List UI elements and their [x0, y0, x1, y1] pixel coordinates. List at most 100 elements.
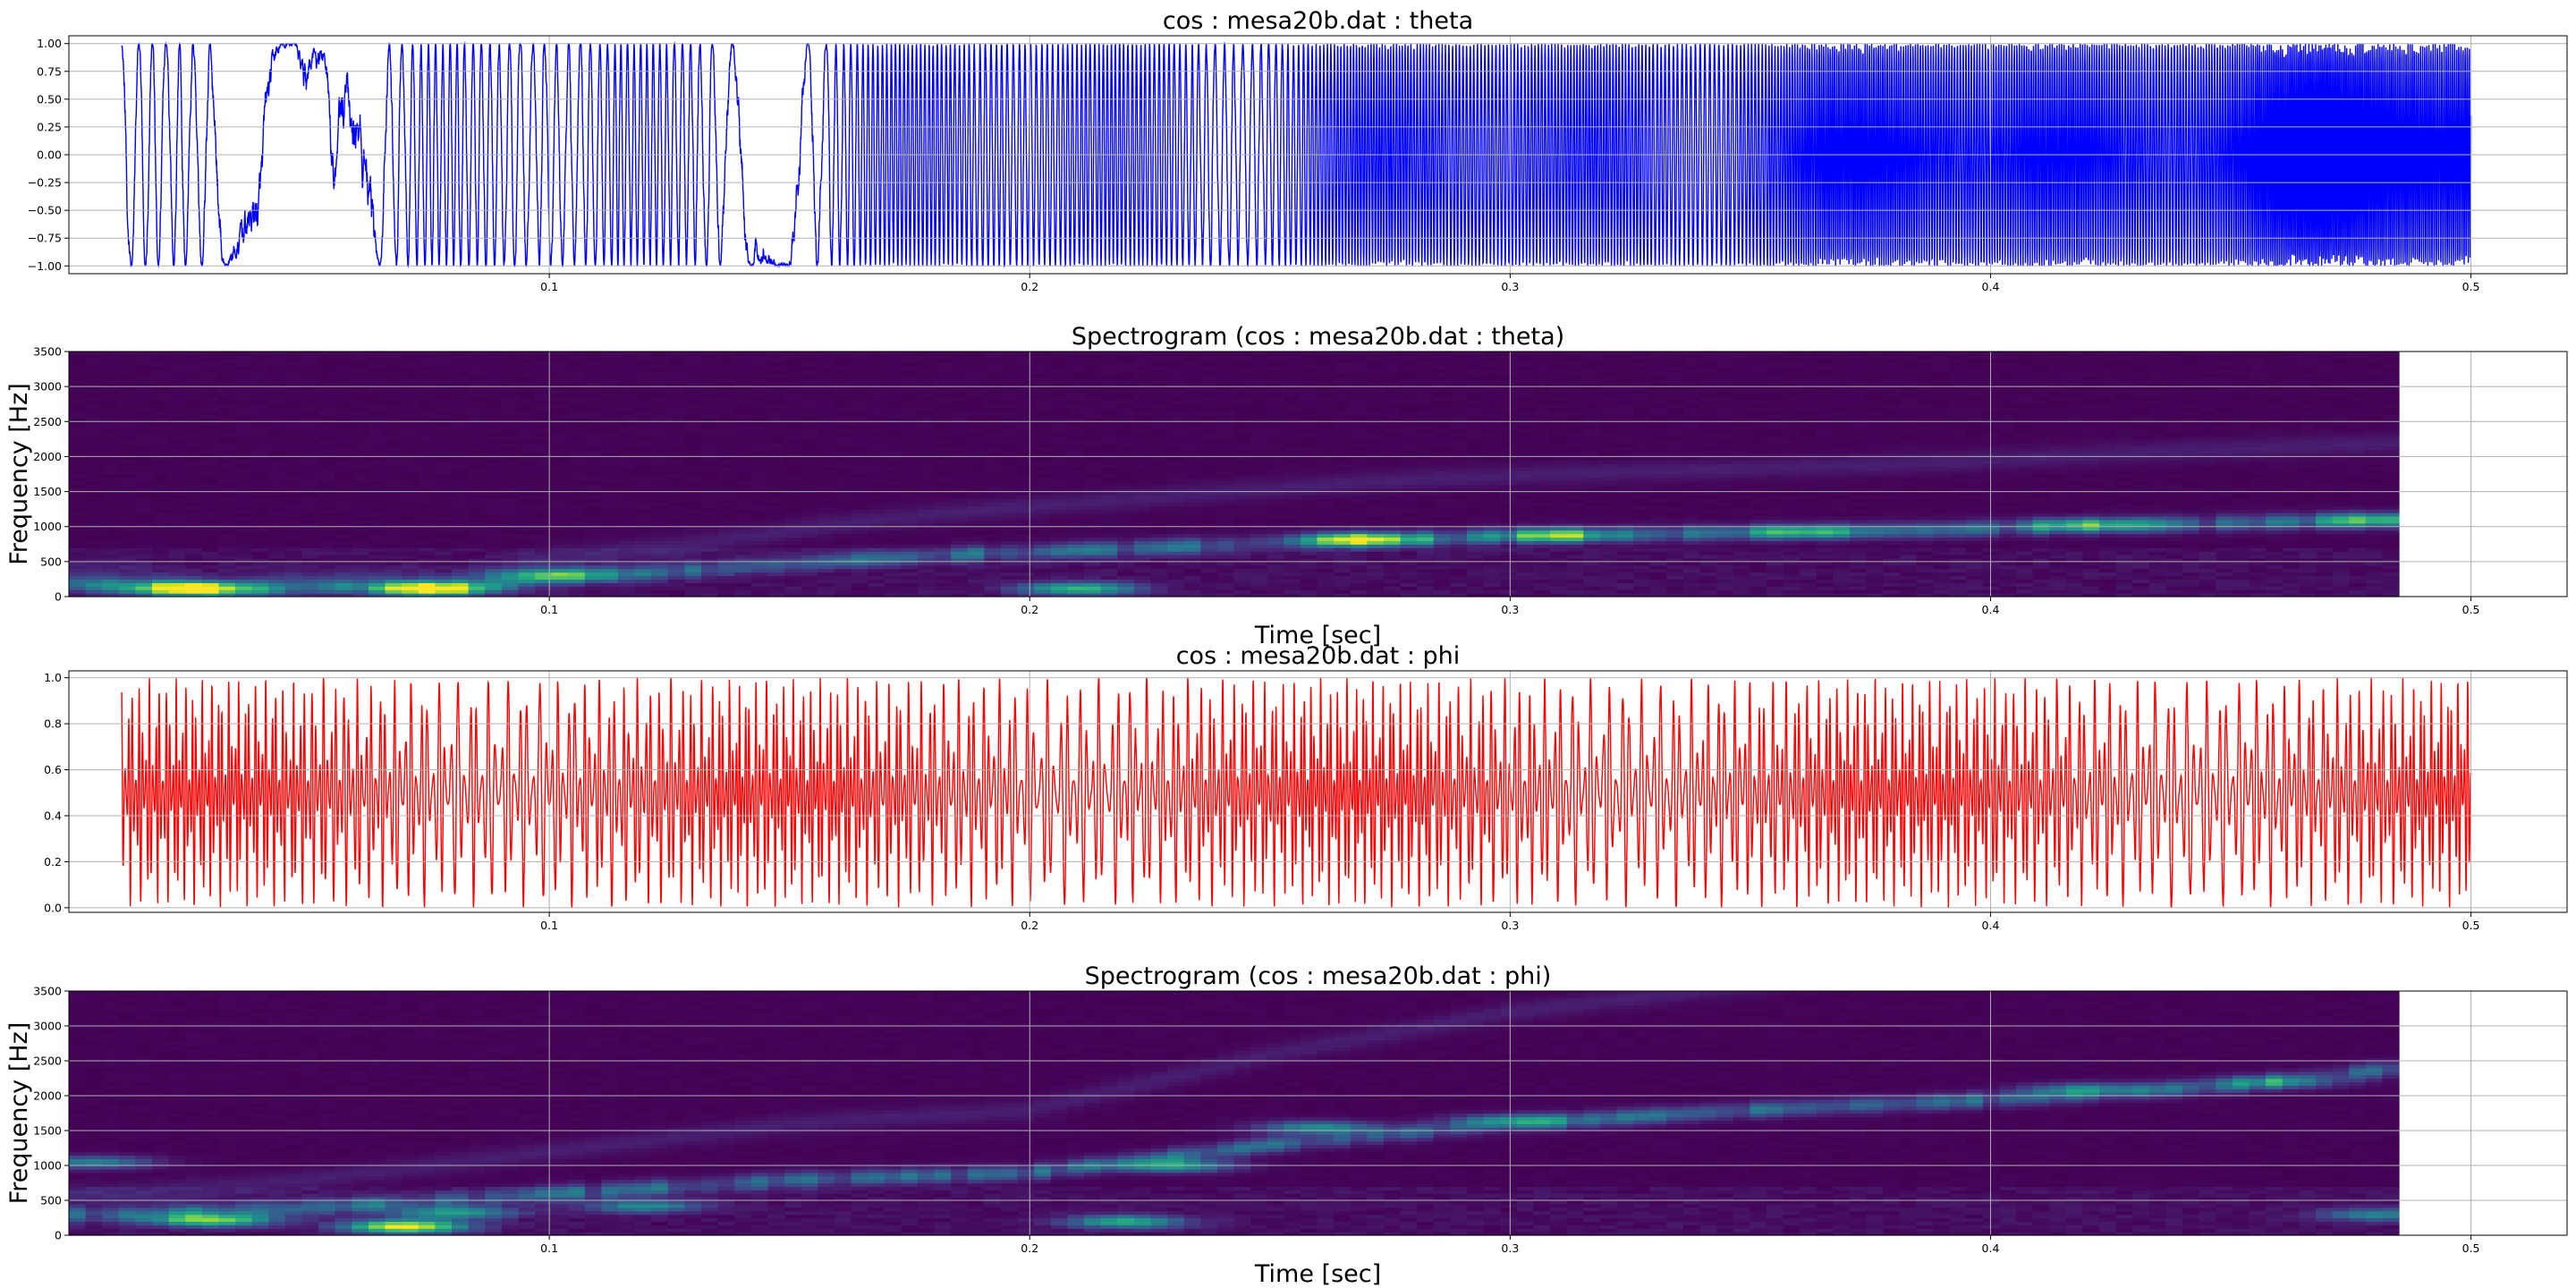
- heatmap-cell: [618, 495, 636, 499]
- heatmap-cell: [1001, 557, 1019, 563]
- heatmap-cell: [535, 467, 553, 471]
- heatmap-cell: [884, 361, 902, 367]
- heatmap-cell: [1001, 376, 1019, 380]
- heatmap-cell: [318, 551, 336, 555]
- heatmap-cell: [318, 449, 336, 454]
- heatmap-cell: [651, 354, 669, 360]
- heatmap-cell: [468, 533, 486, 538]
- heatmap-cell: [1150, 358, 1168, 363]
- heatmap-cell: [402, 361, 419, 367]
- heatmap-cell: [435, 456, 453, 461]
- heatmap-cell: [568, 428, 586, 433]
- heatmap-cell: [734, 530, 752, 535]
- heatmap-cell: [85, 498, 103, 503]
- heatmap-cell: [251, 530, 269, 535]
- heatmap-cell: [684, 428, 702, 433]
- heatmap-cell: [568, 586, 586, 590]
- heatmap-cell: [1050, 480, 1069, 486]
- heatmap-cell: [667, 540, 686, 545]
- heatmap-cell: [1133, 432, 1152, 436]
- heatmap-cell: [435, 386, 453, 391]
- heatmap-cell: [967, 480, 985, 486]
- heatmap-cell: [701, 487, 719, 493]
- heatmap-cell: [1001, 414, 1019, 419]
- heatmap-cell: [385, 421, 402, 426]
- heatmap-cell: [69, 418, 87, 422]
- heatmap-cell: [385, 449, 402, 454]
- heatmap-cell: [501, 557, 519, 563]
- heatmap-cell: [1150, 593, 1168, 597]
- heatmap-cell: [185, 515, 203, 521]
- heatmap-cell: [435, 498, 453, 503]
- heatmap-cell: [901, 396, 919, 402]
- heatmap-cell: [501, 522, 519, 528]
- heatmap-cell: [901, 557, 919, 563]
- heatmap-cell: [784, 544, 802, 548]
- heatmap-cell: [385, 484, 402, 489]
- heatmap-cell: [1183, 425, 1201, 429]
- heatmap-cell: [1133, 582, 1152, 587]
- heatmap-cell: [118, 561, 137, 566]
- heatmap-cell: [901, 484, 919, 489]
- heatmap-cell: [185, 400, 203, 405]
- heatmap-cell: [1183, 369, 1201, 374]
- heatmap-cell: [1233, 477, 1251, 482]
- heatmap-cell: [601, 390, 619, 394]
- heatmap-cell: [451, 407, 470, 412]
- heatmap-cell: [69, 526, 87, 531]
- heatmap-cell: [667, 453, 686, 458]
- heatmap-cell: [984, 544, 1002, 548]
- heatmap-cell: [1017, 438, 1035, 444]
- heatmap-cell: [934, 530, 952, 535]
- heatmap-cell: [435, 533, 453, 538]
- heatmap-cell: [818, 354, 835, 360]
- heatmap-cell: [251, 474, 269, 479]
- heatmap-cell: [268, 449, 286, 454]
- heatmap-cell: [284, 502, 303, 506]
- heatmap-cell: [485, 540, 503, 545]
- heatmap-cell: [468, 456, 486, 461]
- heatmap-cell: [851, 491, 869, 496]
- heatmap-cell: [251, 544, 269, 548]
- heatmap-cell: [85, 530, 103, 535]
- heatmap-cell: [518, 445, 536, 451]
- heatmap-cell: [168, 432, 186, 436]
- heatmap-cell: [218, 509, 236, 513]
- heatmap-cell: [301, 495, 319, 499]
- heatmap-cell: [651, 589, 669, 594]
- heatmap-cell: [201, 547, 220, 552]
- heatmap-cell: [618, 470, 636, 475]
- heatmap-cell: [1017, 463, 1035, 468]
- heatmap-cell: [501, 474, 519, 479]
- heatmap-cell: [235, 369, 253, 374]
- heatmap-cell: [868, 502, 886, 506]
- heatmap-cell: [352, 421, 369, 426]
- heatmap-cell: [917, 421, 936, 426]
- heatmap-cell: [535, 376, 553, 380]
- heatmap-cell: [418, 449, 436, 454]
- heatmap-cell: [851, 557, 869, 563]
- heatmap-cell: [301, 421, 319, 426]
- heatmap-cell: [1050, 376, 1069, 380]
- heatmap-cell: [1117, 513, 1135, 517]
- heatmap-cell: [1084, 582, 1102, 587]
- heatmap-cell: [818, 421, 835, 426]
- heatmap-cell: [1200, 414, 1218, 419]
- heatmap-cell: [667, 564, 686, 570]
- heatmap-cell: [1050, 369, 1069, 374]
- heatmap-cell: [385, 467, 402, 471]
- heatmap-cell: [884, 491, 902, 496]
- heatmap-cell: [1117, 487, 1135, 493]
- heatmap-cell: [301, 526, 319, 531]
- heatmap-cell: [485, 361, 503, 367]
- heatmap-cell: [917, 365, 936, 370]
- heatmap-cell: [152, 438, 170, 444]
- heatmap-cell: [1117, 526, 1135, 531]
- heatmap-cell: [917, 557, 936, 563]
- heatmap-cell: [1084, 519, 1102, 524]
- heatmap-cell: [335, 432, 352, 436]
- heatmap-cell: [634, 432, 652, 436]
- heatmap-cell: [218, 425, 236, 429]
- heatmap-cell: [201, 555, 220, 559]
- heatmap-cell: [368, 390, 386, 394]
